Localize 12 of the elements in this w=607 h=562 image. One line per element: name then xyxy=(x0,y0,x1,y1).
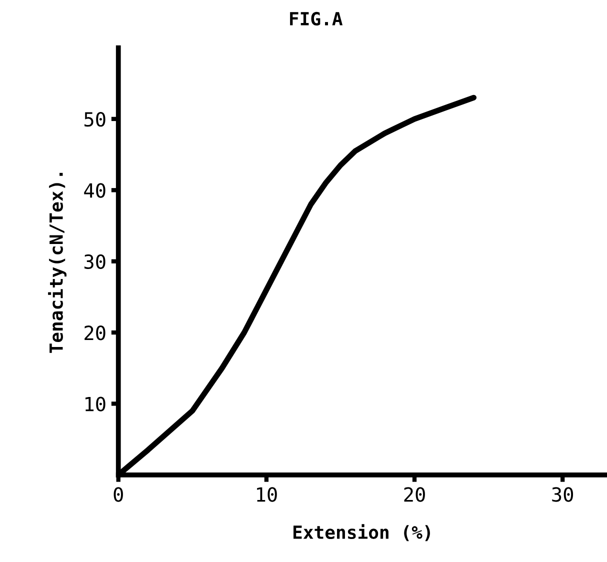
y-tick-label: 10 xyxy=(85,396,106,412)
x-tick-label: 30 xyxy=(552,487,574,502)
y-tick-label: 20 xyxy=(84,326,106,340)
y-tick-label: 30 xyxy=(84,254,106,270)
x-axis-title: Extension (%) xyxy=(294,524,430,542)
y-axis-title: Tenacity(cN/Tex). xyxy=(48,172,66,353)
chart-title: FIG.A xyxy=(290,12,343,26)
y-tick-label: 40 xyxy=(84,183,106,198)
x-tick-label: 10 xyxy=(257,487,277,502)
y-tick-label: 50 xyxy=(84,112,106,127)
x-tick-label: 0 xyxy=(114,487,123,502)
x-tick-label: 20 xyxy=(404,487,425,502)
